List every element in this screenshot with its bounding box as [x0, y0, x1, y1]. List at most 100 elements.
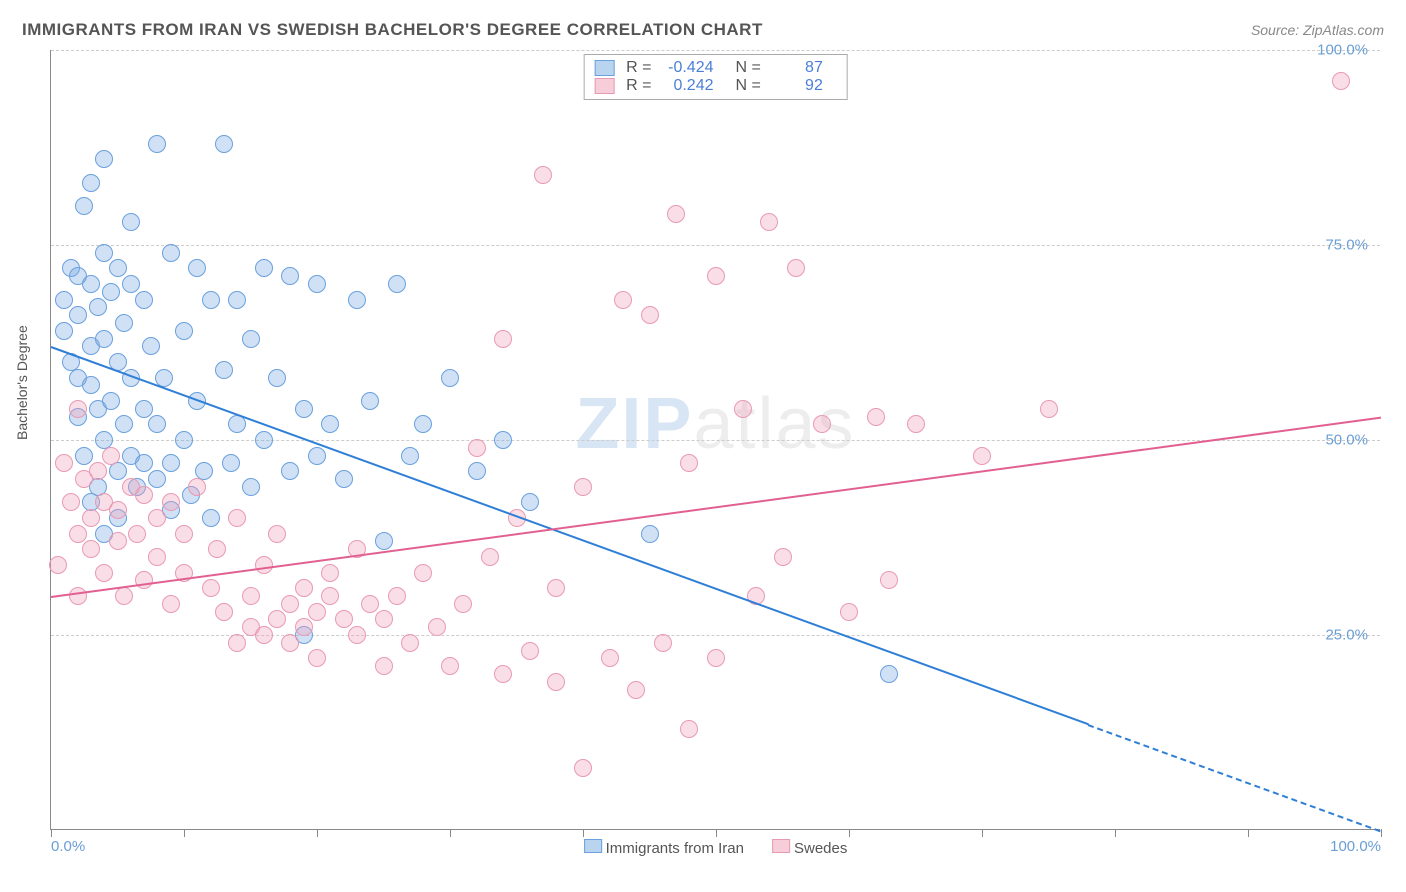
data-point	[494, 431, 512, 449]
data-point	[787, 259, 805, 277]
data-point	[521, 493, 539, 511]
y-tick-label: 50.0%	[1325, 432, 1368, 449]
gridline	[51, 50, 1380, 51]
data-point	[82, 275, 100, 293]
r-value: -0.424	[660, 59, 714, 77]
x-tick	[1115, 829, 1116, 837]
stats-row: R =-0.424N =87	[594, 59, 837, 77]
data-point	[122, 213, 140, 231]
n-value: 87	[769, 59, 823, 77]
data-point	[454, 595, 472, 613]
data-point	[148, 509, 166, 527]
data-point	[401, 634, 419, 652]
data-point	[255, 556, 273, 574]
legend-swatch	[772, 839, 790, 853]
data-point	[813, 415, 831, 433]
data-point	[228, 634, 246, 652]
trend-line	[1088, 724, 1381, 832]
data-point	[388, 275, 406, 293]
data-point	[202, 509, 220, 527]
data-point	[215, 603, 233, 621]
data-point	[361, 392, 379, 410]
data-point	[348, 291, 366, 309]
data-point	[102, 392, 120, 410]
data-point	[707, 649, 725, 667]
data-point	[840, 603, 858, 621]
data-point	[680, 454, 698, 472]
n-label: N =	[736, 59, 761, 77]
data-point	[95, 330, 113, 348]
data-point	[75, 447, 93, 465]
data-point	[208, 540, 226, 558]
data-point	[102, 283, 120, 301]
n-value: 92	[769, 77, 823, 95]
data-point	[574, 478, 592, 496]
data-point	[175, 322, 193, 340]
data-point	[69, 400, 87, 418]
data-point	[308, 447, 326, 465]
data-point	[69, 306, 87, 324]
data-point	[89, 462, 107, 480]
x-tick	[716, 829, 717, 837]
watermark-zip: ZIP	[575, 384, 693, 464]
chart-title: IMMIGRANTS FROM IRAN VS SWEDISH BACHELOR…	[22, 20, 763, 40]
data-point	[574, 759, 592, 777]
data-point	[361, 595, 379, 613]
data-point	[973, 447, 991, 465]
data-point	[907, 415, 925, 433]
data-point	[115, 415, 133, 433]
data-point	[308, 649, 326, 667]
data-point	[162, 244, 180, 262]
data-point	[494, 665, 512, 683]
trend-line	[51, 346, 1089, 725]
data-point	[148, 415, 166, 433]
data-point	[75, 197, 93, 215]
data-point	[215, 361, 233, 379]
data-point	[295, 618, 313, 636]
data-point	[62, 493, 80, 511]
data-point	[308, 275, 326, 293]
data-point	[109, 462, 127, 480]
data-point	[115, 314, 133, 332]
data-point	[867, 408, 885, 426]
data-point	[255, 626, 273, 644]
data-point	[175, 431, 193, 449]
data-point	[627, 681, 645, 699]
gridline	[51, 245, 1380, 246]
data-point	[109, 501, 127, 519]
data-point	[494, 330, 512, 348]
data-point	[135, 291, 153, 309]
y-tick-label: 25.0%	[1325, 627, 1368, 644]
data-point	[335, 470, 353, 488]
stats-row: R =0.242N =92	[594, 77, 837, 95]
y-axis-title: Bachelor's Degree	[14, 325, 30, 440]
data-point	[348, 626, 366, 644]
data-point	[547, 579, 565, 597]
data-point	[162, 454, 180, 472]
x-tick	[184, 829, 185, 837]
legend-bottom: Immigrants from IranSwedes	[584, 839, 848, 857]
data-point	[69, 587, 87, 605]
data-point	[162, 595, 180, 613]
data-point	[654, 634, 672, 652]
data-point	[55, 291, 73, 309]
data-point	[109, 532, 127, 550]
data-point	[55, 322, 73, 340]
data-point	[228, 509, 246, 527]
data-point	[295, 579, 313, 597]
x-tick-label: 100.0%	[1330, 838, 1381, 855]
data-point	[188, 478, 206, 496]
data-point	[202, 291, 220, 309]
r-value: 0.242	[660, 77, 714, 95]
data-point	[667, 205, 685, 223]
n-label: N =	[736, 77, 761, 95]
data-point	[69, 525, 87, 543]
data-point	[641, 525, 659, 543]
data-point	[414, 415, 432, 433]
data-point	[222, 454, 240, 472]
data-point	[82, 174, 100, 192]
x-tick	[450, 829, 451, 837]
data-point	[89, 298, 107, 316]
data-point	[774, 548, 792, 566]
data-point	[242, 478, 260, 496]
